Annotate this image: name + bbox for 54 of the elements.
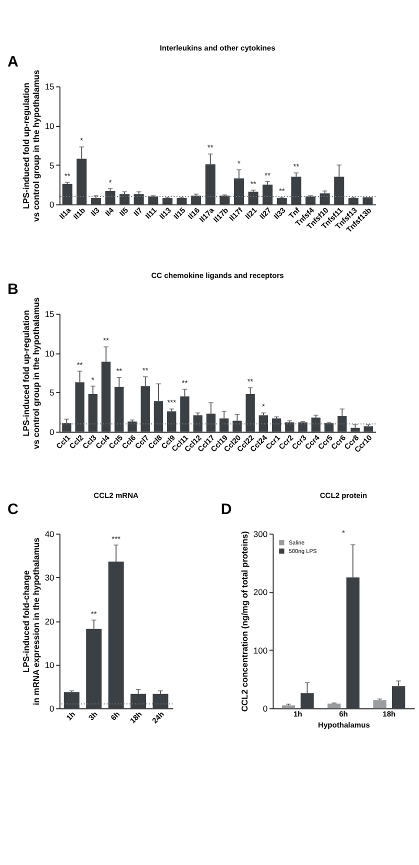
x-tick-label: 18h (382, 709, 396, 718)
chart-title: CCL2 protein (320, 490, 368, 500)
chart-title: Interleukins and other cytokines (160, 44, 276, 53)
y-tick-label: 300 (253, 528, 268, 539)
annotation: ** (293, 162, 300, 172)
y-axis-title: LPS-induced fold up-regulation vs control group in the hypothalamus (20, 297, 42, 450)
text: A (8, 54, 19, 71)
annotation: ** (116, 366, 122, 376)
annotation: ** (103, 336, 110, 346)
annotation: * (80, 136, 84, 146)
y-tick-label: 10 (44, 660, 55, 670)
y-axis-title: LPS-induced fold up-regulation vs control group in the hypothalamus (20, 70, 42, 222)
annotation: ** (247, 376, 254, 386)
y-tick-label: 200 (253, 587, 268, 598)
y-tick-label: 20 (44, 616, 55, 626)
x-tick-label: 1h (293, 709, 303, 718)
annotation: ** (142, 366, 148, 375)
annotation: ** (207, 143, 214, 152)
y-tick-label: 0 (50, 704, 55, 714)
annotation: ** (250, 179, 256, 188)
annotation: ** (64, 172, 70, 181)
annotation: *** (167, 398, 176, 408)
text: D (220, 500, 232, 518)
annotation: *** (112, 534, 121, 544)
y-tick-label: 5 (50, 388, 55, 398)
y-tick-label: 10 (44, 120, 55, 131)
y-axis-title: CCL2 concentration (ng/mg of total proteins) (240, 531, 250, 712)
y-tick-label: 30 (44, 572, 55, 583)
y-axis-title: LPS-induced fold-change in mRNA expression in the hypothalamus (20, 537, 42, 706)
x-axis-title: Hypothalamus (318, 720, 370, 730)
y-tick-label: 0 (262, 704, 268, 714)
annotation: ** (76, 360, 83, 370)
y-tick-label: 0 (50, 427, 55, 438)
chart-title: CC chemokine ligands and receptors (151, 270, 284, 280)
annotation: ** (278, 186, 285, 196)
y-tick-label: 5 (50, 160, 55, 170)
annotation: * (108, 178, 112, 187)
annotation: * (91, 375, 94, 384)
x-tick-label: 6h (339, 709, 348, 718)
annotation: ** (264, 170, 271, 180)
annotation: * (262, 402, 265, 412)
y-tick-label: 15 (44, 82, 55, 92)
annotation: * (342, 528, 346, 538)
y-tick-label: 0 (50, 200, 55, 210)
y-tick-label: 15 (44, 309, 55, 320)
text: C (8, 500, 19, 518)
chart-title: CCL2 mRNA (94, 490, 140, 500)
y-tick-label: 100 (253, 645, 268, 656)
annotation: ** (182, 378, 188, 388)
annotation: ** (90, 609, 97, 618)
text: B (8, 280, 19, 298)
y-tick-label: 40 (44, 528, 55, 539)
annotation: * (238, 158, 241, 168)
y-tick-label: 10 (44, 348, 55, 358)
